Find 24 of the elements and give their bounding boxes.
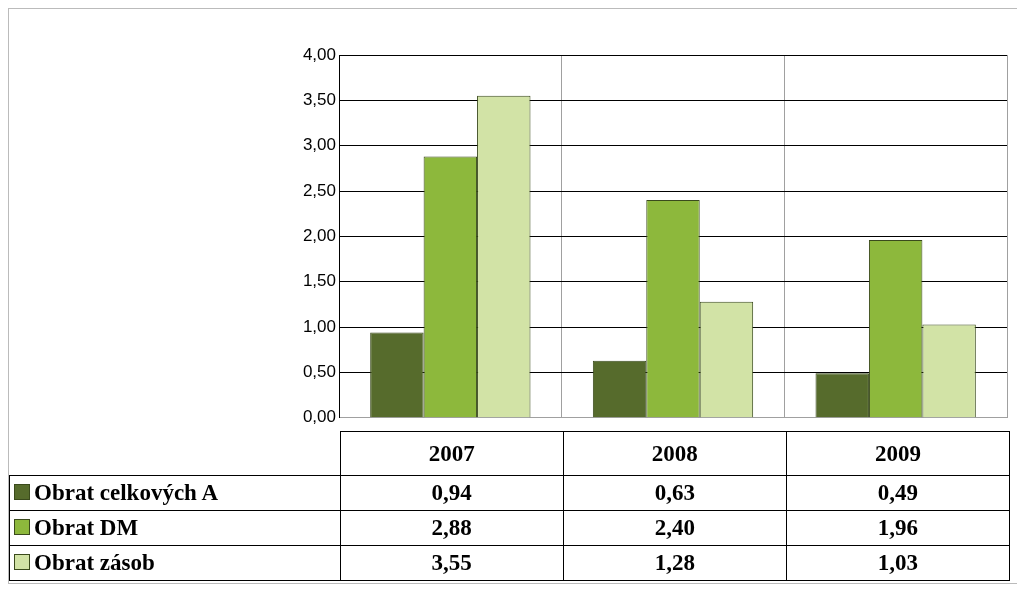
y-tick-label: 1,00 [302, 316, 336, 336]
data-label: 0,63 [563, 475, 787, 511]
x-tick-label: 2009 [786, 431, 1010, 476]
data-label: 0,49 [786, 475, 1010, 511]
y-tick-label: 0,00 [302, 407, 336, 427]
y-tick-label: 2,50 [302, 180, 336, 200]
y-tick-label: 3,00 [302, 135, 336, 155]
y-tick-label: 4,00 [302, 44, 336, 64]
data-label: 2,40 [563, 510, 787, 546]
legend-label: Obrat DM [34, 515, 139, 540]
x-tick-label: 2007 [340, 431, 564, 476]
y-tick-label: 3,50 [302, 90, 336, 110]
legend-label: Obrat celkových A [34, 480, 218, 505]
data-label: 1,03 [786, 545, 1010, 581]
data-label: 0,94 [340, 475, 564, 511]
legend-label: Obrat zásob [34, 550, 155, 575]
y-tick-label: 1,50 [302, 271, 336, 291]
data-label: 3,55 [340, 545, 564, 581]
y-tick-label: 2,00 [302, 226, 336, 246]
y-tick-label: 0,50 [302, 362, 336, 382]
data-label: 1,28 [563, 545, 787, 581]
data-label: 1,96 [786, 510, 1010, 546]
data-label: 2,88 [340, 510, 564, 546]
x-tick-label: 2008 [563, 431, 787, 476]
